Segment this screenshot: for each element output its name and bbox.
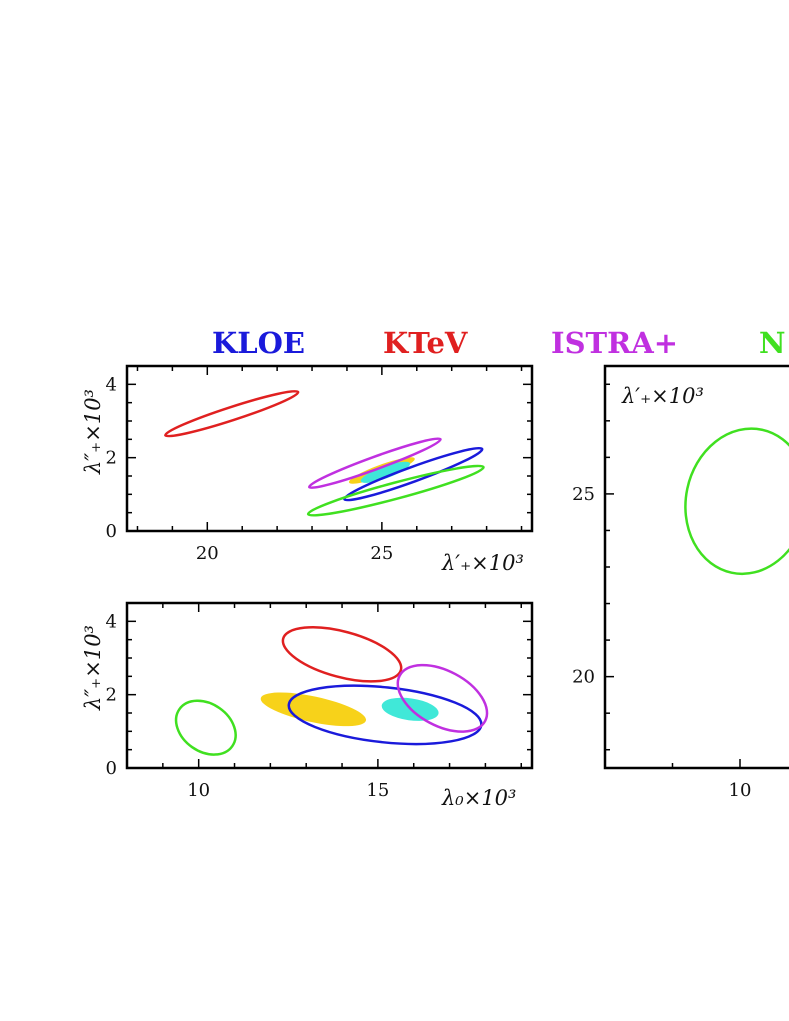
legend-istra: ISTRA+	[551, 326, 678, 360]
y-tick-label: 20	[572, 667, 595, 688]
xlabel-top-left: λ′₊×10³	[441, 551, 524, 575]
y-tick-label: 4	[106, 374, 117, 395]
plot-area-top-left	[164, 389, 485, 517]
panel-bottom-left: 10 15 0 2 4 λ₀×10³ λ″₊×10³	[81, 601, 534, 810]
panel-right: 10 20 25 λ′₊×10³	[572, 364, 789, 801]
x-tick-label: 20	[196, 543, 219, 564]
ellipse-ktev-top-left	[164, 389, 300, 438]
ellipse-flavianet-bottom-left	[260, 692, 367, 727]
y-tick-label: 25	[572, 484, 595, 505]
y-tick-label: 4	[106, 611, 117, 632]
ylabel-right: λ′₊×10³	[621, 384, 704, 408]
plot-area-right	[684, 427, 789, 576]
y-tick-label: 0	[106, 758, 117, 779]
ticks-top-left: 20 25 0 2 4	[106, 365, 532, 564]
ellipse-na48-bottom-left	[174, 699, 237, 756]
legend-ktev: KTeV	[383, 326, 468, 360]
legend-na48: N	[759, 326, 786, 360]
ylabel-bottom-left: λ″₊×10³	[81, 625, 105, 711]
x-tick-label: 25	[370, 543, 393, 564]
panel-top-left: 20 25 0 2 4 λ′₊×10³ λ″₊×10³	[81, 364, 534, 575]
ellipse-na48-top-left	[306, 464, 485, 517]
plot-area-bottom-left	[174, 626, 489, 756]
y-tick-label: 2	[106, 685, 117, 706]
xlabel-bottom-left: λ₀×10³	[441, 786, 516, 810]
x-tick-label: 10	[187, 780, 210, 801]
frame-right	[603, 364, 789, 770]
ylabel-top-left: λ″₊×10³	[81, 389, 105, 475]
ellipse-na48-right	[684, 427, 789, 576]
ellipse-ktev-bottom-left	[281, 626, 403, 683]
ellipse-istra-bottom-left	[396, 663, 489, 733]
legend: KLOE KTeV ISTRA+ N	[212, 326, 786, 360]
ellipse-fit-top-left	[360, 461, 411, 483]
ticks-bottom-left: 10 15 0 2 4	[106, 602, 532, 801]
legend-kloe: KLOE	[212, 326, 305, 360]
frame-bottom-left	[125, 601, 534, 770]
y-tick-label: 2	[106, 448, 117, 469]
y-tick-label: 0	[106, 521, 117, 542]
x-tick-label: 10	[729, 780, 752, 801]
ellipse-kloe-top-left	[343, 446, 484, 502]
ellipse-istra-top-left	[307, 437, 442, 490]
x-tick-label: 15	[366, 780, 389, 801]
frame-top-left	[125, 364, 534, 533]
